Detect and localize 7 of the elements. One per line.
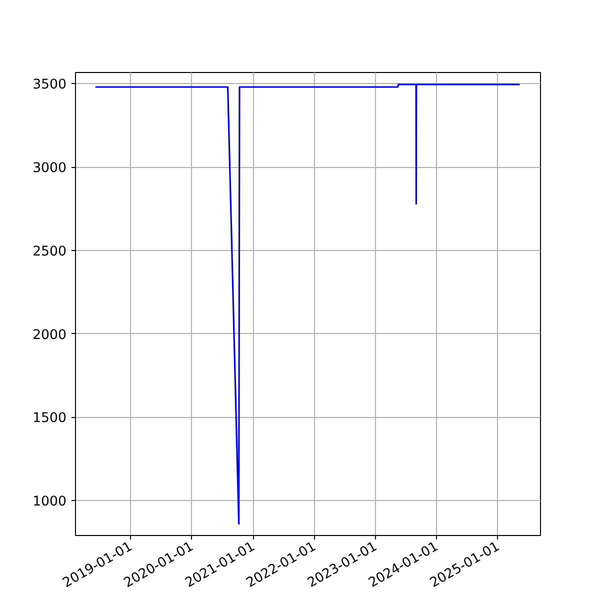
y-tick-label: 2500	[32, 244, 67, 260]
y-tick-label: 2000	[32, 328, 67, 343]
y-tick-label: 3000	[32, 161, 67, 176]
line-series	[94, 84, 521, 525]
y-tick-label: 1500	[32, 411, 67, 426]
y-tick-label: 3500	[32, 78, 67, 93]
y-tick-label: 1000	[32, 494, 67, 510]
